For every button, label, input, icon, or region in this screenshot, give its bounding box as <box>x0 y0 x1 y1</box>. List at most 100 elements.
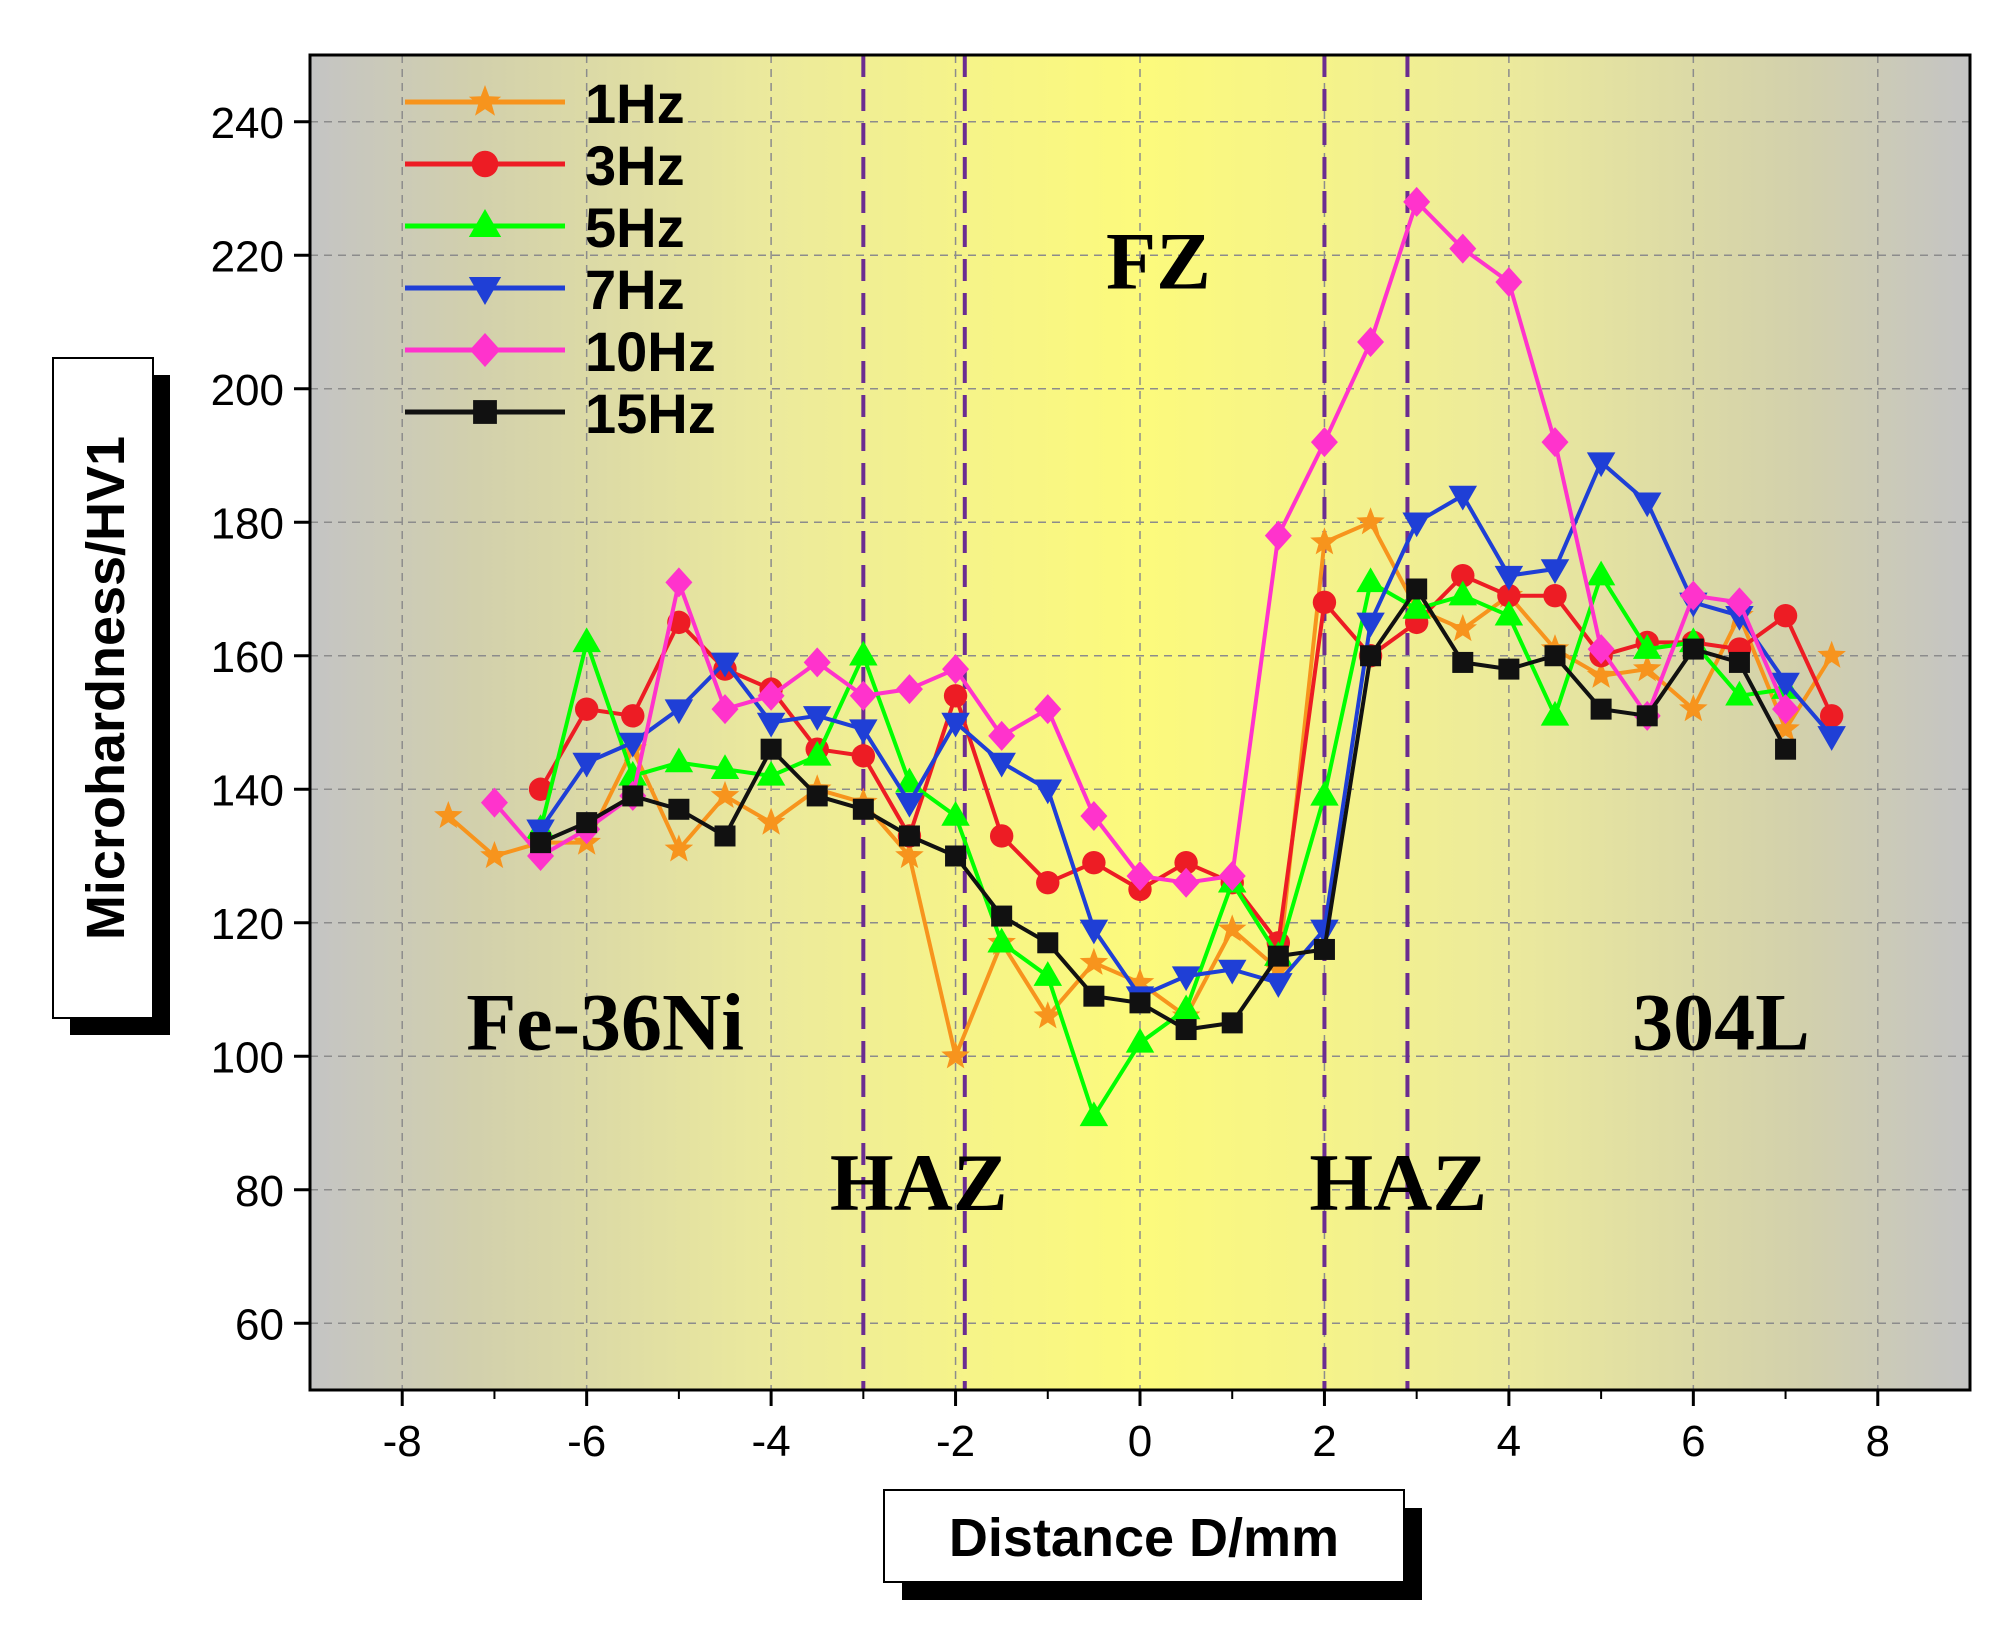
y-tick-label: 220 <box>211 232 284 281</box>
data-point <box>1495 266 1523 297</box>
data-point <box>895 792 924 818</box>
data-point <box>1494 600 1524 626</box>
data-point <box>941 800 970 826</box>
data-point <box>1586 560 1616 586</box>
data-point <box>1448 485 1478 511</box>
data-point <box>618 732 648 758</box>
data-point <box>1218 861 1246 892</box>
data-point <box>572 752 601 778</box>
data-point <box>1725 587 1753 618</box>
legend-entry-10hz: 10Hz <box>405 320 716 383</box>
data-point <box>1632 492 1662 518</box>
data-point <box>1498 658 1520 680</box>
data-point <box>1082 850 1106 875</box>
data-point <box>1448 580 1478 606</box>
data-point <box>987 927 1016 953</box>
data-point <box>898 825 920 847</box>
data-point <box>1125 1027 1155 1053</box>
data-point <box>480 841 509 869</box>
y-tick-label: 200 <box>211 366 284 415</box>
data-point <box>710 754 740 779</box>
data-point <box>1544 645 1566 667</box>
data-point <box>1817 726 1846 751</box>
data-point <box>942 654 970 685</box>
data-point <box>849 719 878 745</box>
data-point <box>471 150 499 178</box>
series-5hz <box>526 560 1800 1127</box>
y-tick-label: 240 <box>211 99 284 148</box>
series-15hz <box>530 578 1797 1041</box>
data-point <box>1728 651 1750 673</box>
legend-label: 7Hz <box>585 258 685 321</box>
x-axis-title: Distance D/mm <box>949 1508 1339 1568</box>
data-point <box>468 276 502 305</box>
data-point <box>989 824 1014 848</box>
data-point <box>1817 640 1846 668</box>
legend-label: 1Hz <box>585 72 685 135</box>
x-tick-label: -6 <box>567 1417 606 1466</box>
data-point <box>469 333 501 367</box>
data-point <box>1033 779 1063 805</box>
data-point <box>1586 660 1616 688</box>
x-tick-label: -8 <box>383 1417 422 1466</box>
data-point <box>1497 583 1521 608</box>
data-point <box>1172 867 1200 898</box>
x-tick-label: -2 <box>936 1417 975 1466</box>
data-point <box>1125 967 1155 995</box>
data-point <box>530 832 552 854</box>
data-point <box>1267 945 1289 967</box>
data-point <box>1402 594 1431 619</box>
x-tick-label: 4 <box>1497 1417 1521 1466</box>
data-point <box>1171 994 1201 1020</box>
data-point <box>1037 932 1059 954</box>
data-point <box>526 819 555 845</box>
data-point <box>945 845 967 867</box>
region-label: HAZ <box>1309 1137 1487 1228</box>
data-point <box>988 720 1016 751</box>
data-point <box>895 674 923 705</box>
data-point <box>1451 563 1475 588</box>
data-point <box>1083 985 1105 1007</box>
region-label: HAZ <box>830 1137 1008 1228</box>
data-point <box>480 787 508 818</box>
data-point <box>849 640 878 666</box>
data-point <box>1360 645 1382 667</box>
data-point <box>468 85 502 116</box>
data-point <box>1632 654 1662 682</box>
y-tick-label: 140 <box>211 766 284 815</box>
y-tick-label: 100 <box>211 1033 284 1082</box>
x-tick-label: -4 <box>752 1417 791 1466</box>
data-point <box>468 209 502 238</box>
data-point <box>1175 1019 1197 1041</box>
data-point <box>1036 871 1060 895</box>
data-point <box>1217 959 1247 985</box>
data-point <box>714 825 736 847</box>
data-point <box>802 706 832 731</box>
y-tick-label: 180 <box>211 499 284 548</box>
data-point <box>1494 565 1524 591</box>
data-point <box>849 680 877 711</box>
data-point <box>1217 914 1247 942</box>
data-point <box>1449 233 1477 264</box>
data-point <box>710 652 740 678</box>
legend-entry-5hz: 5Hz <box>405 196 685 259</box>
data-point <box>1310 427 1338 458</box>
data-point <box>1632 634 1662 659</box>
data-point <box>1264 520 1292 551</box>
data-point <box>1171 966 1201 992</box>
legend-label: 3Hz <box>585 134 685 197</box>
data-point <box>1679 580 1707 611</box>
data-point <box>1402 512 1431 538</box>
data-point <box>1079 1101 1109 1127</box>
data-point <box>1080 800 1108 831</box>
legend-entry-3hz: 3Hz <box>405 134 685 197</box>
data-point <box>576 812 598 834</box>
data-point <box>1725 680 1754 706</box>
data-point <box>664 834 694 862</box>
data-point <box>802 740 832 766</box>
data-point <box>622 785 644 807</box>
series-10hz <box>480 186 1800 898</box>
data-point <box>665 567 693 598</box>
data-point <box>1819 704 1844 728</box>
